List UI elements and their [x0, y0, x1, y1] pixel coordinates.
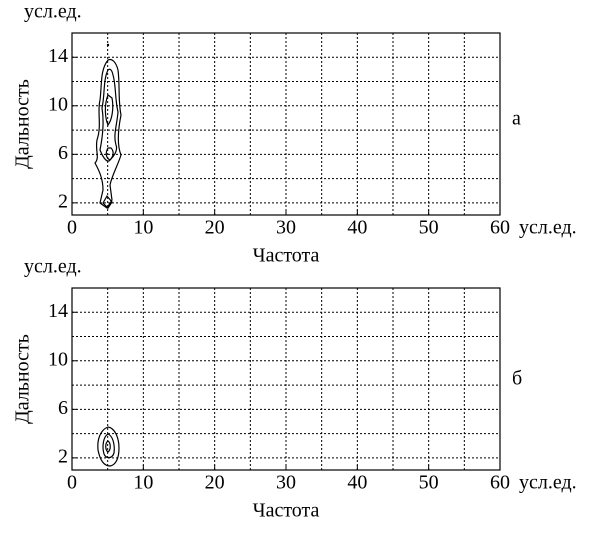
x-tick-label: 20 [205, 217, 225, 239]
x-tick-label: 0 [67, 472, 77, 494]
contour [105, 440, 111, 453]
x-tick-label: 40 [347, 472, 367, 494]
y-tick-label: 10 [48, 348, 68, 370]
contour [104, 94, 114, 127]
contour [99, 68, 119, 162]
x-tick-label: 0 [67, 217, 77, 239]
contour [97, 426, 120, 467]
y-tick-label: 14 [48, 300, 68, 322]
y-axis-label: Дальность [12, 334, 34, 424]
x-tick-label: 30 [276, 217, 296, 239]
y-axis-label: Дальность [12, 79, 34, 169]
plot-frame [71, 32, 501, 216]
x-tick-label: 60 [490, 472, 510, 494]
x-tick-label: 50 [419, 217, 439, 239]
dot [106, 43, 110, 47]
x-tick-label: 10 [133, 472, 153, 494]
x-axis-label: Частота [253, 245, 320, 267]
x-tick-label: 30 [276, 472, 296, 494]
y-tick-label: 2 [58, 190, 68, 212]
y-tick-label: 10 [48, 93, 68, 115]
contours-b [97, 426, 120, 467]
x-unit: усл.ед. [519, 472, 577, 494]
y-tick-label: 6 [58, 142, 68, 164]
y-unit: усл.ед. [24, 256, 82, 278]
y-tick-label: 2 [58, 445, 68, 467]
x-unit: усл.ед. [519, 217, 577, 239]
contour [102, 194, 113, 209]
contour [94, 58, 122, 209]
contours-a [94, 43, 122, 209]
panel-label: а [512, 108, 521, 130]
y-tick-label: 14 [48, 45, 68, 67]
contour [102, 433, 115, 459]
x-tick-label: 10 [133, 217, 153, 239]
y-unit: усл.ед. [24, 1, 82, 23]
y-tick-label: 6 [58, 397, 68, 419]
x-tick-label: 60 [490, 217, 510, 239]
x-tick-label: 40 [347, 217, 367, 239]
plot-frame [71, 287, 501, 471]
contour [105, 147, 114, 161]
panel-label: б [512, 368, 522, 390]
x-tick-label: 50 [419, 472, 439, 494]
x-tick-label: 20 [205, 472, 225, 494]
x-axis-label: Частота [253, 500, 320, 522]
